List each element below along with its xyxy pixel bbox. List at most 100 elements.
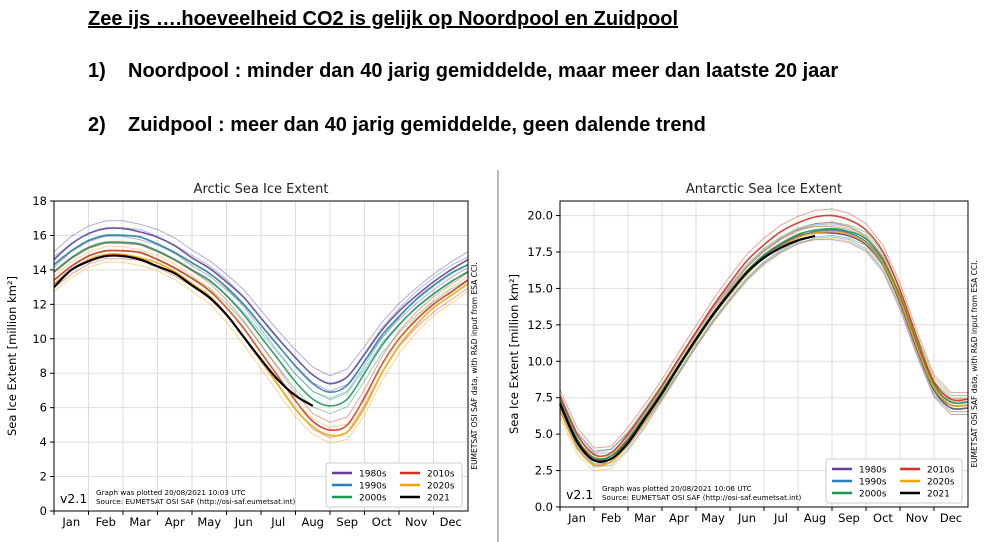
x-tick-label: Feb	[96, 515, 116, 529]
plot-frame	[53, 200, 469, 512]
series-spread-2020s	[53, 246, 469, 428]
series-line-2000s	[559, 227, 969, 460]
y-tick-label: 2.5	[535, 464, 553, 478]
antarctic-sea-ice-chart: Antarctic Sea Ice Extent 0.0 2.5 5.0 7.5 10.0…	[507, 182, 979, 525]
y-tick-label: 7.5	[535, 391, 553, 405]
series-spread-2020s	[559, 224, 968, 459]
x-tick-label: Oct	[873, 511, 893, 525]
plot-footnote: Graph was plotted 20/08/2021 10:06 UTC	[602, 484, 751, 493]
y-tick-label: 8	[40, 366, 47, 380]
legend-label: 1980s	[359, 470, 387, 480]
x-tick-label: Dec	[940, 511, 962, 525]
series-line-1980s	[559, 231, 969, 461]
legend-label: 2020s	[427, 482, 455, 492]
series-spread-2020s	[559, 237, 968, 472]
series-spread-2020s	[53, 261, 469, 444]
legend-label: 2020s	[927, 478, 955, 488]
slide-heading: Zee ijs ….hoeveelheid CO2 is gelijk op N…	[88, 8, 679, 30]
series-spread-1980s	[53, 220, 469, 377]
x-tick-label: Aug	[804, 511, 826, 525]
y-tick-label: 14	[32, 263, 47, 277]
legend-box	[825, 458, 963, 504]
x-tick-label: Apr	[165, 515, 185, 529]
legend-label: 2021	[427, 494, 450, 504]
legend-label: 2021	[927, 490, 950, 500]
series-spread-1980s	[559, 239, 968, 466]
point-text: Zuidpool : meer dan 40 jarig gemiddelde,…	[128, 114, 706, 136]
plot-frame	[559, 200, 969, 508]
x-tick-label: Jun	[234, 515, 253, 529]
series-line-1980s	[53, 227, 469, 385]
legend-label: 2000s	[859, 490, 887, 500]
x-tick-label: Jul	[773, 511, 788, 525]
chart-title: Antarctic Sea Ice Extent	[686, 182, 842, 197]
y-tick-label: 17.5	[527, 245, 553, 259]
series-line-2000s	[53, 241, 469, 407]
y-tick-label: 2	[40, 470, 47, 484]
x-tick-label: Sep	[336, 515, 358, 529]
legend-label: 2010s	[927, 466, 955, 476]
point-text: Noordpool : minder dan 40 jarig gemiddel…	[128, 60, 839, 82]
plot-footnote: Graph was plotted 20/08/2021 10:03 UTC	[96, 488, 245, 497]
plot-footnote: Source: EUMETSAT OSI SAF (http://osi-saf…	[96, 497, 296, 506]
version-label: v2.1	[60, 491, 87, 506]
chart-divider	[497, 170, 499, 542]
series-spread-1990s	[559, 223, 968, 455]
series-line-1990s	[53, 234, 469, 394]
arctic-sea-ice-chart: Arctic Sea Ice Extent 0 2 4 6 8 10 12 14 16 18 Jan F…	[5, 182, 479, 529]
series-spread-1990s	[53, 227, 469, 385]
point-zuidpool: 2) Zuidpool : meer dan 40 jarig gemiddeld…	[88, 114, 706, 137]
y-tick-label: 18	[32, 194, 47, 208]
y-axis-label: Sea Ice Extent [million km²]	[507, 274, 521, 434]
series-line-2021	[558, 234, 816, 464]
point-noordpool: 1) Noordpool : minder dan 40 jarig gemidd…	[88, 60, 838, 83]
chart-title: Arctic Sea Ice Extent	[194, 182, 329, 197]
x-tick-label: Feb	[601, 511, 621, 525]
x-tick-label: Jan	[567, 511, 586, 525]
x-tick-label: Mar	[634, 511, 656, 525]
series-line-2020s	[53, 253, 469, 437]
series-spread-2010s	[559, 208, 968, 449]
source-side-note: EUMETSAT OSI SAF data, with R&D input fr…	[470, 262, 479, 469]
point-number: 2)	[88, 114, 106, 136]
y-tick-label: 10.0	[527, 354, 553, 368]
x-tick-label: Nov	[405, 515, 428, 529]
x-tick-label: Jun	[737, 511, 756, 525]
series-line-2010s	[559, 214, 969, 458]
series-line-2010s	[53, 249, 469, 432]
x-tick-label: Sep	[838, 511, 860, 525]
y-tick-label: 12	[32, 297, 47, 311]
y-tick-label: 10	[32, 332, 47, 346]
y-tick-label: 16	[32, 228, 47, 242]
series-spread-2010s	[53, 242, 469, 423]
series-spread-2000s	[53, 234, 469, 399]
plot-footnote: Source: EUMETSAT OSI SAF (http://osi-saf…	[602, 493, 802, 502]
x-tick-label: Dec	[440, 515, 462, 529]
y-tick-label: 15.0	[527, 281, 553, 295]
y-tick-label: 5.0	[535, 427, 553, 441]
point-number: 1)	[88, 60, 106, 82]
y-tick-label: 6	[40, 401, 47, 415]
y-tick-label: 4	[40, 435, 47, 449]
legend-label: 1980s	[859, 466, 887, 476]
source-side-note: EUMETSAT OSI SAF data, with R&D input fr…	[970, 260, 979, 467]
x-tick-label: May	[701, 511, 725, 525]
x-tick-label: Mar	[129, 515, 151, 529]
legend-box	[325, 462, 463, 508]
x-tick-label: May	[197, 515, 221, 529]
x-tick-label: Jan	[61, 515, 80, 529]
legend-label: 1990s	[359, 482, 387, 492]
x-tick-label: Jul	[270, 515, 285, 529]
x-tick-label: Apr	[669, 511, 689, 525]
legend-label: 2010s	[427, 470, 455, 480]
series-line-2021	[53, 254, 314, 407]
version-label: v2.1	[566, 487, 593, 502]
legend-label: 2000s	[359, 494, 387, 504]
series-spread-2010s	[559, 221, 968, 462]
y-tick-label: 0.0	[535, 500, 553, 514]
series-spread-1990s	[559, 236, 968, 468]
x-tick-label: Nov	[906, 511, 929, 525]
x-tick-label: Aug	[302, 515, 324, 529]
x-tick-label: Oct	[372, 515, 392, 529]
y-axis-label: Sea Ice Extent [million km²]	[5, 276, 19, 436]
